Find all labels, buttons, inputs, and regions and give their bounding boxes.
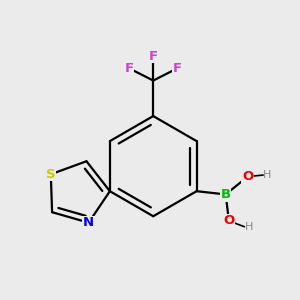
Text: H: H [263, 170, 272, 180]
Text: H: H [244, 222, 253, 232]
Text: F: F [124, 62, 134, 75]
Text: F: F [173, 62, 182, 75]
Text: O: O [242, 170, 253, 183]
Text: O: O [223, 214, 235, 227]
Text: N: N [83, 216, 94, 229]
Text: B: B [220, 188, 231, 201]
Text: S: S [46, 168, 56, 181]
Text: F: F [149, 50, 158, 63]
